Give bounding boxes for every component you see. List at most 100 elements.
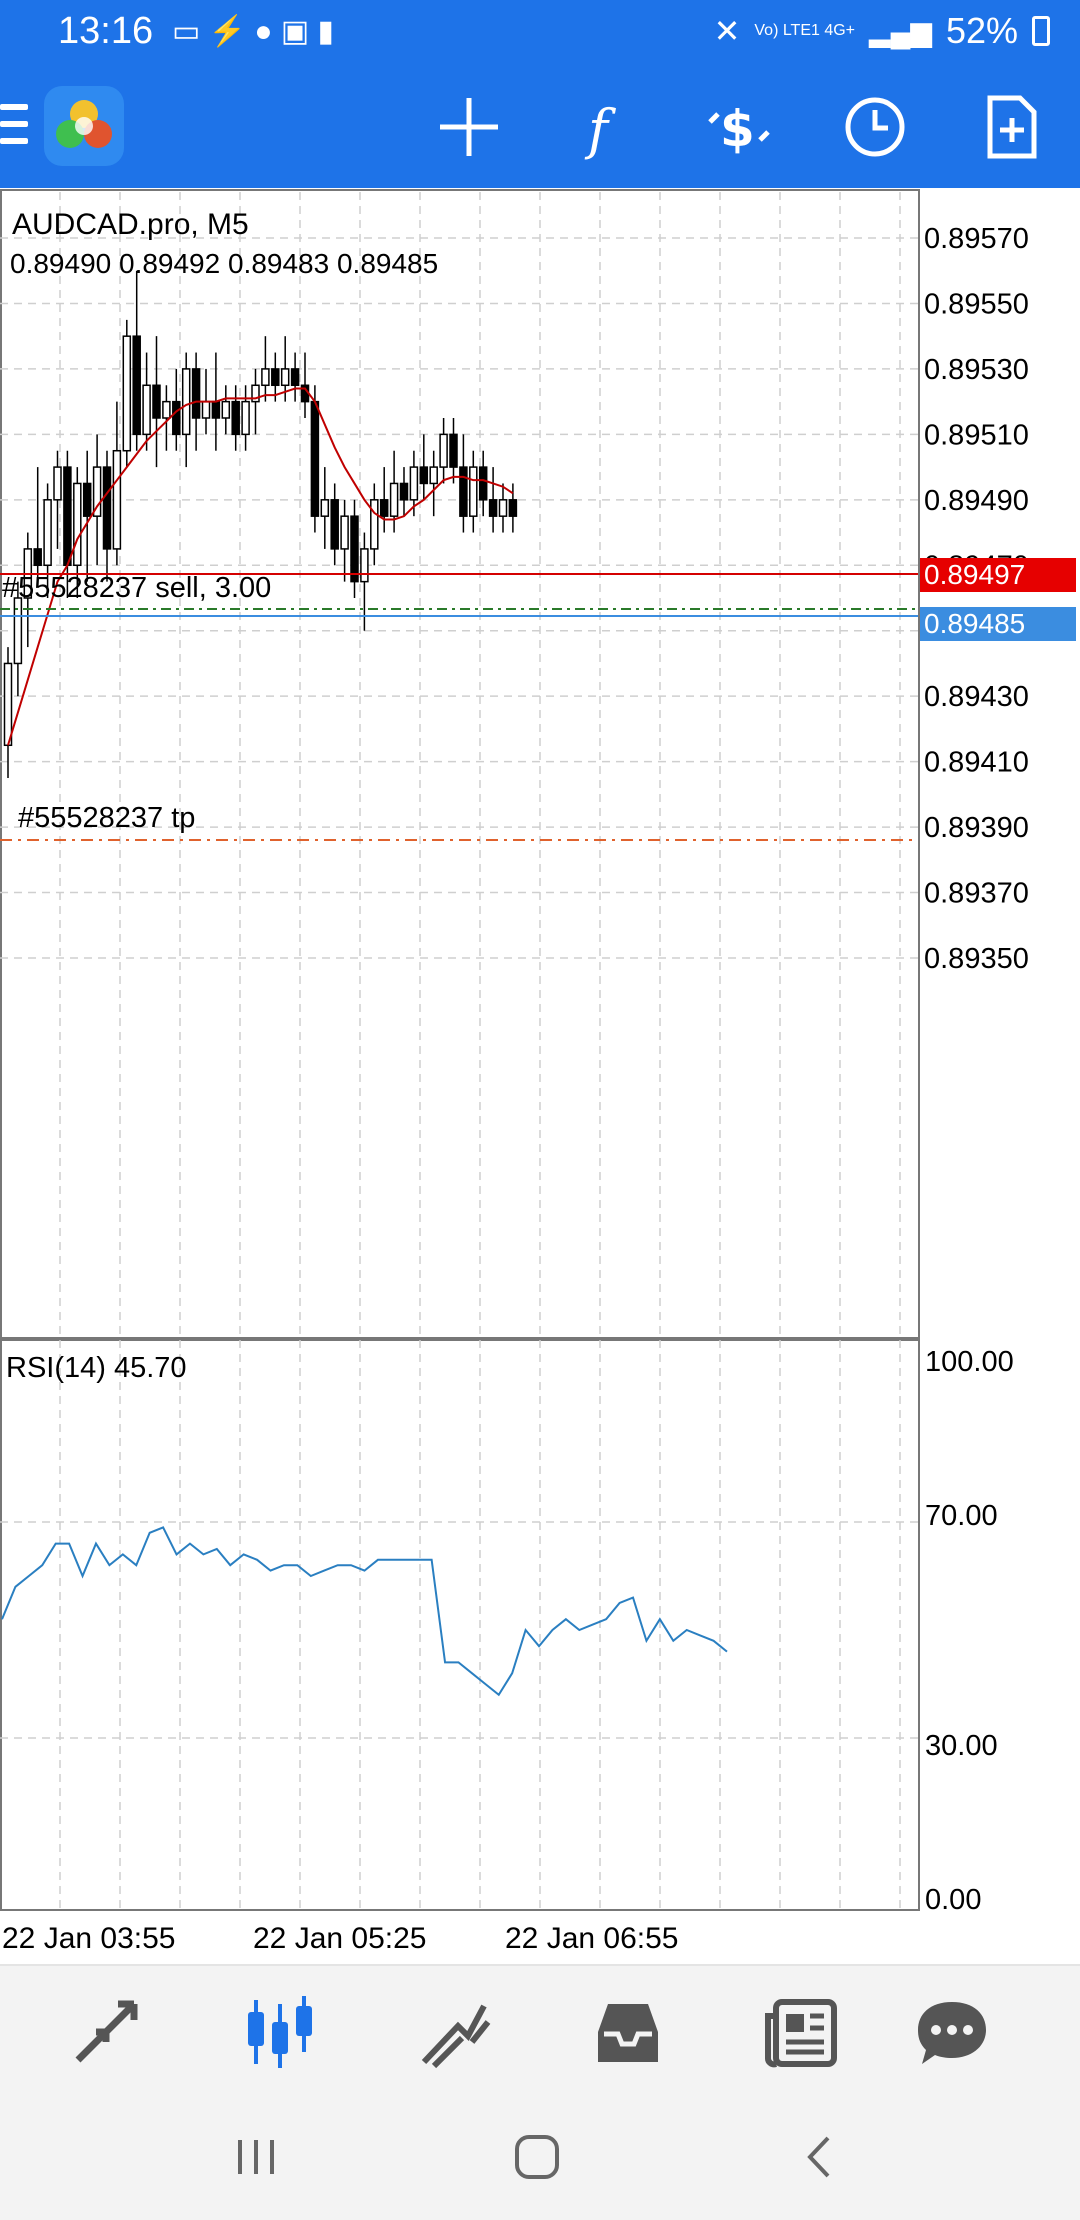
ask-price-value: 0.89497	[924, 559, 1026, 590]
candle-body	[73, 482, 82, 567]
candle-body	[221, 400, 231, 419]
notification-icons: ▭ ⚡ ● ▣ ▮	[172, 15, 335, 48]
bid-price-value: 0.89485	[924, 608, 1026, 639]
price-axis-label: 0.89370	[924, 878, 1029, 910]
rsi-level-30: 30.00	[925, 1730, 998, 1762]
price-axis-label: 0.89410	[924, 747, 1029, 779]
chart-candles-icon[interactable]	[240, 1992, 320, 2072]
price-axis-label: 0.89430	[924, 681, 1029, 713]
candle-body	[280, 368, 290, 387]
candle-body	[211, 400, 221, 419]
chart-ohlc-values: 0.89490 0.89492 0.89483 0.89485	[10, 248, 439, 279]
candles-layer	[3, 270, 518, 778]
time-label-2: 22 Jan 05:25	[253, 1922, 427, 1955]
candle-body	[330, 499, 339, 550]
app-toolbar: f $	[0, 64, 1080, 188]
candle-body	[33, 548, 42, 567]
price-axis-label: 0.89390	[924, 812, 1029, 844]
rsi-title: RSI(14) 45.70	[6, 1352, 187, 1384]
rsi-level-0: 0.00	[925, 1884, 982, 1916]
new-chart-document-icon[interactable]	[976, 92, 1046, 162]
price-chart[interactable]: 0.89570 0.89550 0.89530 0.89510 0.89490 0.894…	[0, 188, 1080, 1964]
candle-body	[63, 466, 72, 567]
messages-chat-icon[interactable]	[912, 1992, 992, 2072]
candle-body	[92, 466, 102, 517]
candle-body	[419, 466, 429, 485]
price-axis-label: 0.89530	[924, 354, 1029, 386]
candle-body	[389, 482, 399, 517]
ask-price-badge	[920, 558, 1076, 592]
candle-body	[360, 548, 369, 583]
time-label-1: 22 Jan 03:55	[2, 1922, 176, 1955]
candle-body	[439, 433, 448, 468]
candle-body	[370, 499, 379, 550]
candle-body	[508, 499, 518, 517]
candle-body	[310, 400, 320, 517]
main-chart-frame	[0, 189, 920, 1339]
candle-body	[409, 466, 419, 501]
candle-body	[449, 433, 458, 468]
quotes-arrows-icon[interactable]	[66, 1992, 146, 2072]
recent-apps-icon[interactable]	[234, 2136, 278, 2178]
status-right: ✕ Vo) LTE1 4G+ ▂▄▆ 52%	[714, 10, 1050, 52]
signal-icon: ▂▄▆	[869, 15, 932, 47]
battery-icon	[1032, 16, 1050, 46]
candle-body	[429, 466, 438, 485]
candle-body	[43, 499, 52, 567]
candle-body	[13, 597, 23, 665]
news-icon[interactable]	[762, 1992, 842, 2072]
candle-body	[172, 400, 181, 436]
mute-icon: ✕	[713, 13, 741, 49]
home-icon[interactable]	[512, 2132, 562, 2182]
candle-body	[152, 384, 161, 419]
take-profit-label[interactable]: #55528237 tp	[18, 802, 196, 834]
bid-price-badge	[920, 607, 1076, 641]
candle-body	[191, 368, 201, 419]
candle-body	[261, 368, 270, 387]
candle-body	[399, 482, 409, 501]
candle-body	[162, 400, 171, 419]
candle-body	[53, 466, 62, 501]
candle-body	[231, 400, 240, 436]
indicators-icon[interactable]: f	[570, 92, 640, 162]
candle-body	[122, 335, 132, 452]
price-axis-label: 0.89510	[924, 419, 1029, 451]
network-label: Vo) LTE1 4G+	[754, 22, 856, 39]
price-axis-label: 0.89490	[924, 485, 1029, 517]
price-axis: 0.89570 0.89550 0.89530 0.89510 0.89490 0.894…	[924, 223, 1029, 975]
chart-symbol-title: AUDCAD.pro, M5	[12, 208, 249, 241]
candle-body	[459, 466, 468, 517]
timeframe-clock-icon[interactable]	[840, 92, 910, 162]
system-navigation-bar	[0, 2094, 1080, 2220]
bottom-navigation	[0, 1964, 1080, 2096]
svg-text:f: f	[584, 98, 616, 161]
moving-average-line	[7, 387, 514, 746]
candle-body	[271, 368, 280, 387]
candle-body	[340, 515, 349, 550]
app-logo[interactable]	[44, 86, 124, 166]
rsi-chart-frame	[0, 1339, 920, 1911]
trade-chart-icon[interactable]	[414, 1992, 494, 2072]
battery-label: 52%	[945, 10, 1018, 51]
candle-body	[201, 400, 211, 419]
svg-text:$: $	[720, 100, 755, 158]
price-axis-label: 0.89570	[924, 223, 1029, 255]
rsi-level-100: 100.00	[925, 1346, 1014, 1378]
candle-body	[142, 384, 151, 436]
menu-icon[interactable]	[0, 104, 28, 144]
back-icon[interactable]	[800, 2134, 840, 2180]
trade-dollar-icon[interactable]: $	[704, 92, 774, 162]
candle-body	[251, 384, 260, 403]
candle-body	[102, 466, 112, 550]
time-label-3: 22 Jan 06:55	[505, 1922, 679, 1955]
history-inbox-icon[interactable]	[588, 1992, 668, 2072]
candle-body	[3, 662, 13, 747]
crosshair-icon[interactable]	[434, 92, 504, 162]
candle-body	[290, 368, 300, 387]
chart-area[interactable]: 0.89570 0.89550 0.89530 0.89510 0.89490 0.894…	[0, 188, 1080, 1964]
order-label[interactable]: #55528237 sell, 3.00	[2, 572, 272, 604]
status-time: 13:16	[58, 10, 154, 52]
candle-body	[478, 466, 488, 501]
rsi-level-70: 70.00	[925, 1500, 998, 1532]
candle-body	[469, 466, 478, 517]
